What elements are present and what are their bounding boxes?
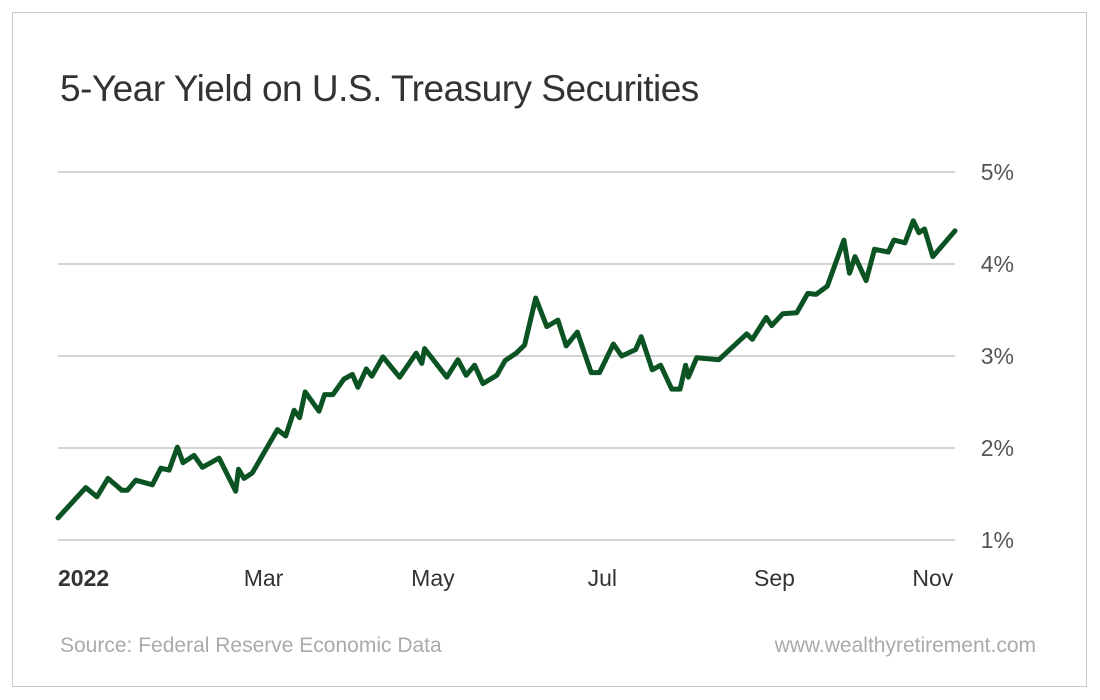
- y-tick-label: 1%: [981, 527, 1014, 553]
- x-tick-label: 2022: [58, 565, 109, 591]
- x-tick-label: Jul: [588, 565, 617, 591]
- yield-line: [55, 218, 958, 521]
- website-link[interactable]: www.wealthyretirement.com: [774, 634, 1036, 657]
- y-tick-label: 4%: [981, 251, 1014, 277]
- x-axis-labels: 2022 Mar May Jul Sep Nov: [58, 565, 954, 591]
- x-tick-label: May: [411, 565, 455, 591]
- x-tick-label: Mar: [244, 565, 284, 591]
- gridlines: [58, 171, 955, 541]
- x-tick-label: Nov: [912, 565, 953, 591]
- y-tick-label: 2%: [981, 435, 1014, 461]
- y-tick-label: 5%: [981, 159, 1014, 185]
- source-note: Source: Federal Reserve Economic Data: [60, 634, 442, 657]
- x-tick-label: Sep: [754, 565, 795, 591]
- y-axis-labels: 5% 4% 3% 2% 1%: [981, 159, 1014, 553]
- chart-frame: [12, 12, 1087, 687]
- chart-title: 5-Year Yield on U.S. Treasury Securities: [60, 68, 699, 109]
- y-tick-label: 3%: [981, 343, 1014, 369]
